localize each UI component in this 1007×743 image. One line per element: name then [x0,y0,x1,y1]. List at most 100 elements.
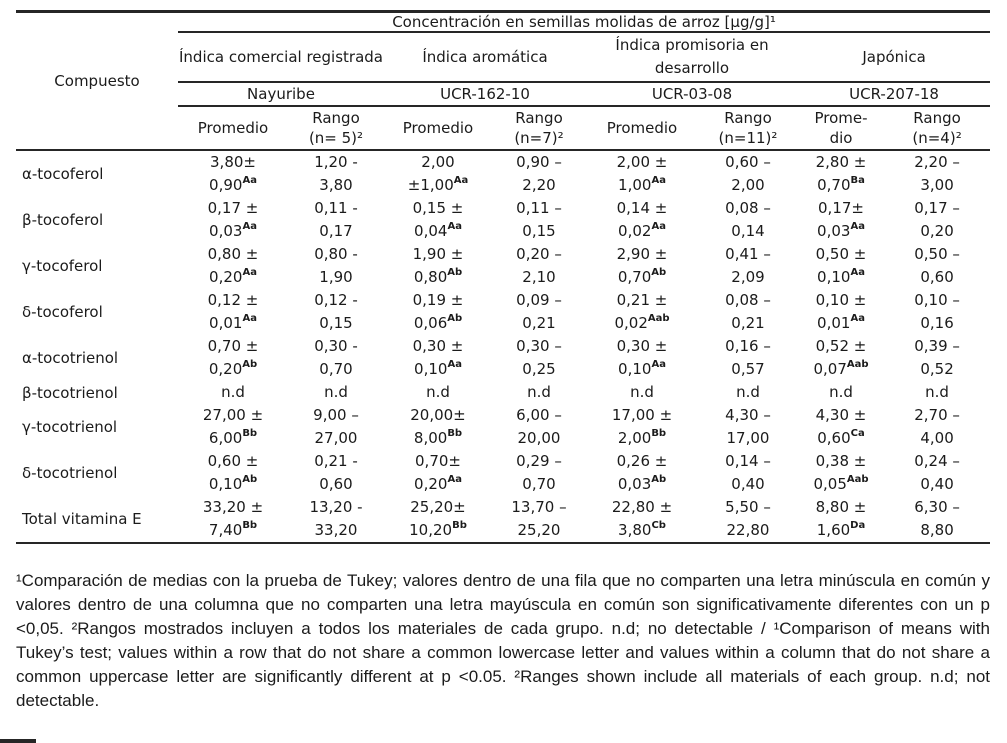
value-cell: 1,90 ± 0,80Ab [384,243,492,289]
value-cell: 6,00 – 20,00 [492,404,586,450]
value-line: 0,40 [920,475,954,493]
value-cell: n.d [586,381,698,404]
value-line: n.d [324,383,348,401]
value-cell: 0,14 ± 0,02Aa [586,197,698,243]
value-line: 6,00Bb [208,428,258,448]
value-cell: 0,21 ± 0,02Aab [586,289,698,335]
value-line: 0,20 – [516,245,562,263]
value-line: 0,11 – [516,199,562,217]
tukey-letter-superscript: Aa [447,359,462,370]
value-line: 8,80 [920,521,954,539]
value-line: 7,40Bb [208,520,258,540]
tukey-letter-superscript: Aa [242,221,257,232]
value-cell: 0,30 ± 0,10Aa [586,335,698,381]
value-line: 0,21 [731,314,765,332]
tukey-letter-superscript: Aa [651,359,666,370]
group-header-row: Índica comercial registrada Índica aromá… [16,32,991,83]
subheader-line: Rango [724,109,772,127]
subheader-row: Promedio Rango (n= 5)² Promedio Rango (n=7… [16,106,991,151]
value-line: 0,12 ± [207,291,259,309]
subheader-line: (n=4)² [912,129,962,147]
value-line: 0,21 ± [616,291,668,309]
value-line: 2,00Bb [617,428,667,448]
tukey-letter-superscript: Aa [651,175,666,186]
value-line: 17,00 [726,429,770,447]
value-cell: 25,20± 10,20Bb [384,496,492,544]
value-line: 0,90Aa [209,175,257,195]
value-line: 0,02Aa [618,221,666,241]
value-line: 0,41 – [725,245,771,263]
value-cell: 0,08 – 0,14 [698,197,798,243]
tukey-letter-superscript: Ba [850,175,865,186]
value-line: 0,10Aa [618,359,666,379]
compound-name: γ-tocotrienol [22,418,118,436]
compound-name: δ-tocotrienol [22,464,118,482]
table-title: Concentración en semillas molidas de arr… [178,11,991,33]
value-line: 0,29 – [516,452,562,470]
value-line: 0,70± [415,452,461,470]
value-cell: 20,00± 8,00Bb [384,404,492,450]
value-line: 0,10 – [914,291,960,309]
value-line: 0,70 ± [207,337,259,355]
tukey-letter-superscript: Bb [651,428,667,439]
value-cell: 0,30 - 0,70 [288,335,384,381]
tukey-letter-superscript: Aa [447,474,462,485]
tukey-letter-superscript: Aa [242,313,257,324]
value-line: 0,70 [522,475,556,493]
group-header-indica-promisoria: Índica promisoria en desarrollo [586,32,798,83]
table-body: α-tocoferol 3,80± 0,90Aa 1,20 - 3,80 2,00 ±1,0… [16,150,991,544]
value-line: 0,30 ± [616,337,668,355]
value-line: 0,60 ± [207,452,259,470]
table-row: γ-tocotrienol 27,00 ± 6,00Bb 9,00 – 27,00 20,… [16,404,990,450]
value-line: 0,15 [522,222,556,240]
subheader-promedio-1: Promedio [178,106,288,151]
subheader-line: (n=11)² [718,129,778,147]
value-line: n.d [736,383,760,401]
tukey-letter-superscript: Bb [242,428,258,439]
tukey-letter-superscript: Aa [453,175,469,186]
value-line: n.d [426,383,450,401]
tukey-letter-superscript: Ab [651,267,667,278]
value-line: 33,20 [314,521,358,539]
value-cell: 22,80 ± 3,80Cb [586,496,698,544]
tukey-letter-superscript: Bb [452,520,467,531]
concentration-table: Compuesto Concentración en semillas moli… [16,10,991,544]
subheader-line: Prome- [814,109,868,127]
tukey-letter-superscript: Ab [242,474,258,485]
tukey-letter-superscript: Bb [447,428,463,439]
value-line: 25,20± [410,498,466,516]
tukey-letter-superscript: Aa [850,267,865,278]
value-line: 4,30 – [725,406,771,424]
group-header-japonica: Japónica [798,32,991,83]
tukey-letter-superscript: Ca [850,428,865,439]
value-cell: n.d [178,381,288,404]
value-cell: 0,12 - 0,15 [288,289,384,335]
value-line: 0,80 ± [207,245,259,263]
value-line: 0,03Ab [617,474,667,494]
tukey-letter-superscript: Da [850,520,866,531]
value-line: n.d [630,383,654,401]
value-cell: 0,60 ± 0,10Ab [178,450,288,496]
value-line: 0,38 ± [815,452,867,470]
value-line: 4,30 ± [815,406,867,424]
value-cell: 0,80 - 1,90 [288,243,384,289]
value-line: 0,11 - [314,199,358,217]
value-line: 0,14 ± [616,199,668,217]
value-cell: 0,30 – 0,25 [492,335,586,381]
value-cell: 0,11 - 0,17 [288,197,384,243]
value-cell: 0,38 ± 0,05Aab [798,450,884,496]
tukey-letter-superscript: Ab [242,359,258,370]
value-line: 3,00 [920,176,954,194]
value-line: 0,10 ± [815,291,867,309]
value-cell: 0,08 – 0,21 [698,289,798,335]
value-cell: 0,21 - 0,60 [288,450,384,496]
value-line: 0,14 [731,222,765,240]
value-line: 6,30 – [914,498,960,516]
value-line: 13,70 – [511,498,567,516]
value-line: 3,80Cb [618,520,666,540]
value-line: 0,26 ± [616,452,668,470]
page: Compuesto Concentración en semillas moli… [0,10,991,743]
value-cell: 2,70 – 4,00 [884,404,990,450]
value-line: 5,50 – [725,498,771,516]
value-cell: 0,17 – 0,20 [884,197,990,243]
